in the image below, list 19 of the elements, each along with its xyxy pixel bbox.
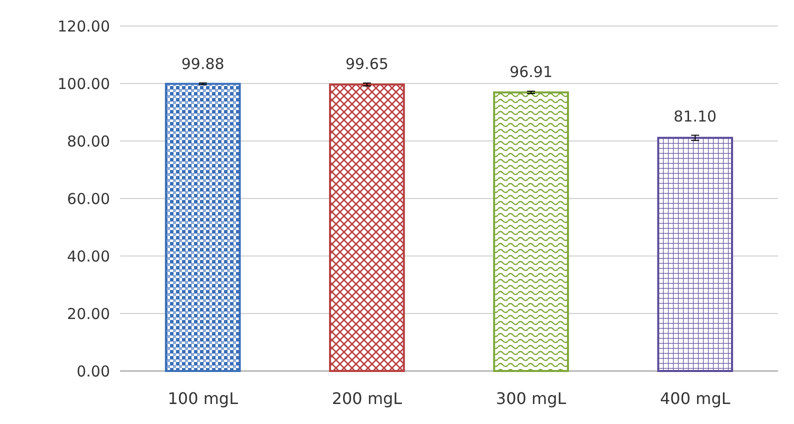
y-tick-label: 0.00: [76, 362, 110, 380]
y-tick-label: 20.00: [67, 304, 110, 323]
x-tick-label: 100 mgL: [168, 389, 238, 408]
data-label: 99.88: [181, 54, 224, 73]
x-tick-label: 400 mgL: [660, 389, 730, 408]
bar: [329, 84, 405, 372]
x-tick-label: 200 mgL: [332, 389, 402, 408]
data-label: 96.91: [510, 63, 553, 82]
bar: [164, 82, 241, 372]
y-tick-label: 40.00: [67, 247, 110, 266]
data-label: 99.65: [345, 55, 388, 74]
bar: [657, 136, 734, 372]
y-tick-label: 120.00: [58, 17, 110, 36]
x-tick-label: 300 mgL: [496, 389, 566, 408]
data-label: 81.10: [674, 107, 717, 126]
y-tick-label: 80.00: [67, 132, 110, 150]
bar: [493, 91, 569, 372]
y-tick-label: 100.00: [58, 74, 110, 93]
y-tick-label: 60.00: [67, 190, 110, 208]
